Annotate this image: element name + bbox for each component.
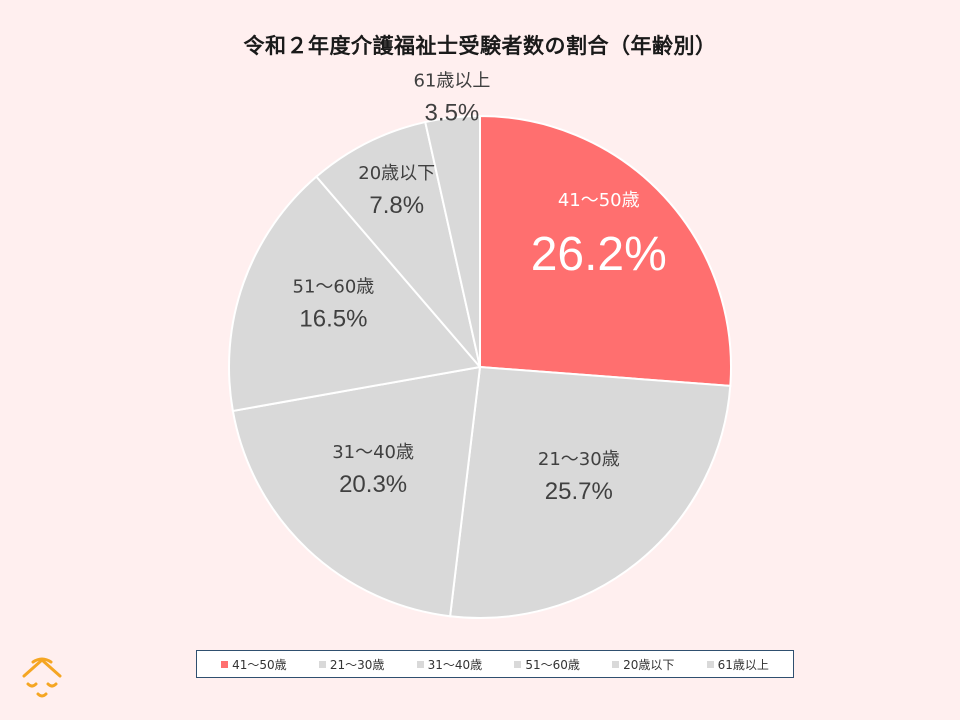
legend-swatch <box>706 660 714 668</box>
legend-swatch <box>221 660 229 668</box>
legend-label: 41～50歳 <box>232 657 287 672</box>
chart-legend: 41～50歳 21～30歳 31～40歳 51～60歳 20歳以下 61歳以上 <box>196 650 794 678</box>
legend-item: 31～40歳 <box>416 656 483 673</box>
legend-label: 20歳以下 <box>623 657 675 672</box>
legend-item: 61歳以上 <box>706 656 769 673</box>
legend-label: 51～60歳 <box>525 657 580 672</box>
slice-value-label: 3.5% <box>425 100 480 127</box>
legend-label: 31～40歳 <box>427 657 483 672</box>
pie-slice <box>231 365 482 618</box>
slice-value-label: 7.8% <box>369 192 424 219</box>
legend-item: 51～60歳 <box>514 656 580 673</box>
legend-swatch <box>318 660 326 668</box>
pie-slice <box>314 120 481 368</box>
chart-title: 令和２年度介護福祉士受験者数の割合（年齢別） <box>243 34 717 58</box>
slice-category-label: 41～50歳 <box>558 190 640 211</box>
slice-category-label: 51～60歳 <box>293 277 375 298</box>
legend-swatch <box>416 660 424 668</box>
pie-labels: 41～50歳 26.2% 21～30歳 25.7% 31～40歳 20.3% 51～60歳 1… <box>293 71 667 506</box>
slice-category-label: 20歳以下 <box>358 163 435 184</box>
legend-label: 61歳以上 <box>717 657 769 672</box>
legend-item: 21～30歳 <box>318 656 385 673</box>
legend-item: 20歳以下 <box>612 656 674 673</box>
legend-swatch <box>612 660 620 668</box>
legend-swatch <box>514 660 522 668</box>
slice-value-label: 25.7% <box>545 478 613 505</box>
legend-item: 41～50歳 <box>221 656 287 673</box>
pie-slice <box>479 114 732 387</box>
slice-category-label: 21～30歳 <box>538 449 620 470</box>
pie-slices <box>228 114 732 619</box>
pie-slice <box>228 175 482 413</box>
slice-value-label: 20.3% <box>339 471 407 498</box>
slice-value-label: 26.2% <box>531 228 667 281</box>
smiling-face-icon <box>22 657 62 698</box>
slice-value-label: 16.5% <box>299 306 367 333</box>
slice-category-label: 31～40歳 <box>332 442 414 463</box>
slice-category-label: 61歳以上 <box>413 71 490 92</box>
pie-slice <box>448 365 732 619</box>
legend-label: 21～30歳 <box>329 657 385 672</box>
pie-slice <box>424 114 481 368</box>
